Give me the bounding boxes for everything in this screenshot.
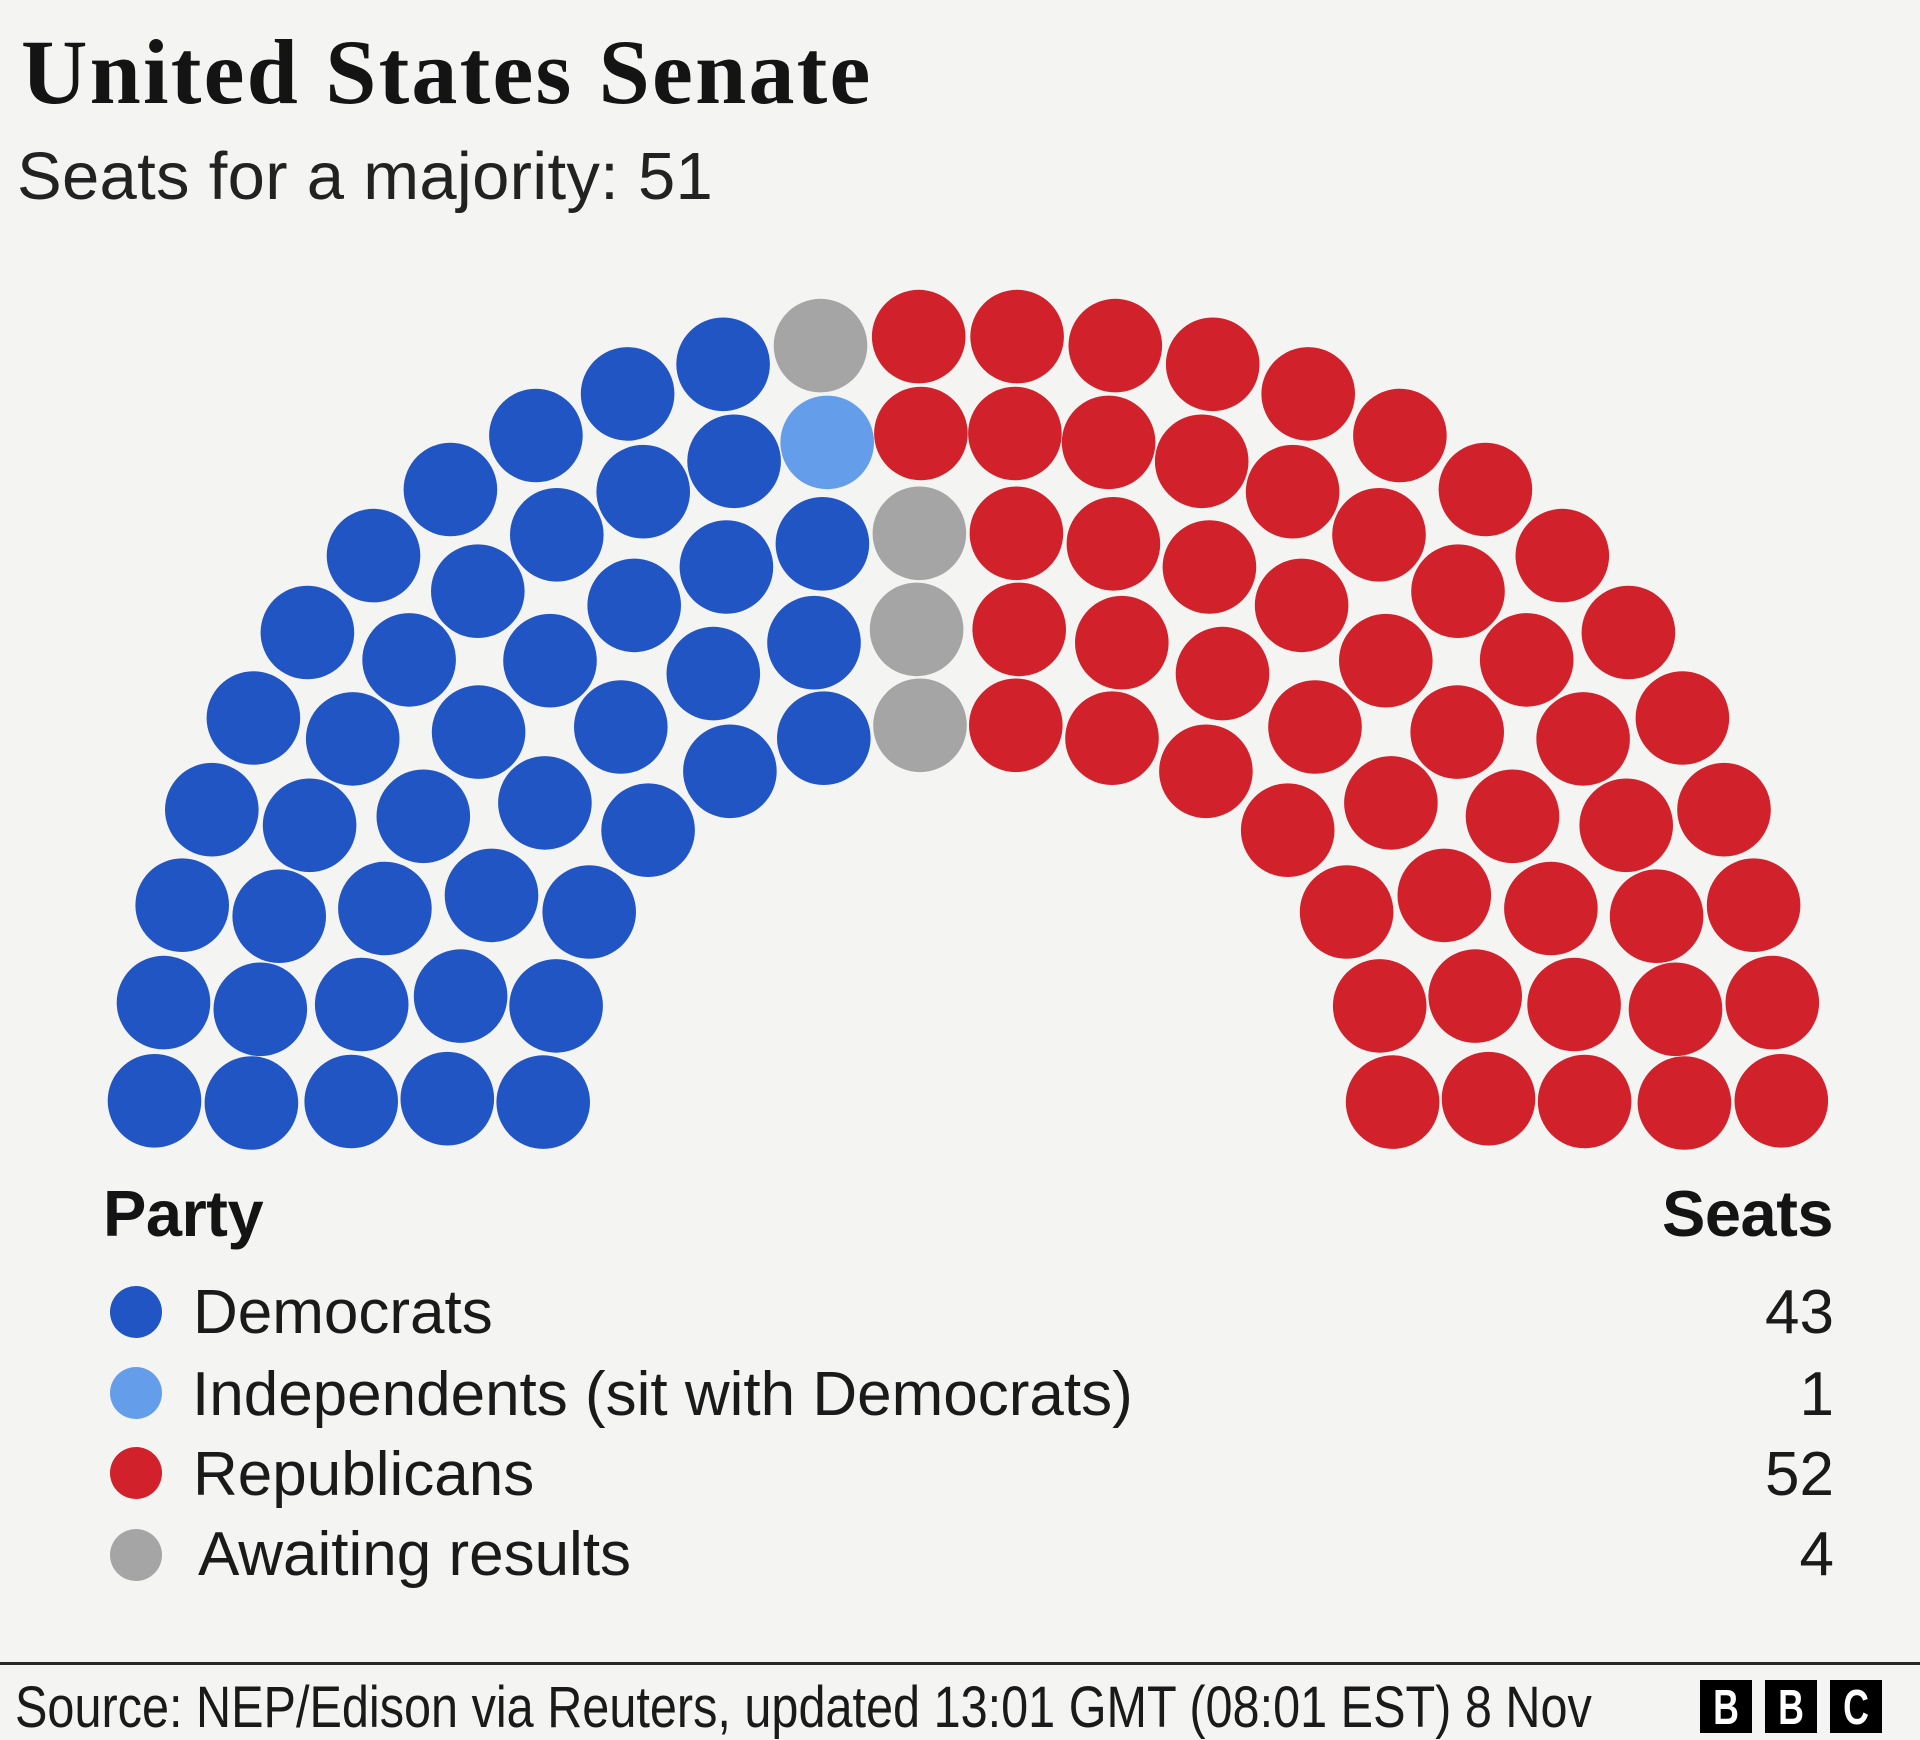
svg-text:C: C — [1843, 1681, 1869, 1735]
svg-text:B: B — [1778, 1681, 1804, 1735]
svg-text:B: B — [1713, 1681, 1739, 1735]
